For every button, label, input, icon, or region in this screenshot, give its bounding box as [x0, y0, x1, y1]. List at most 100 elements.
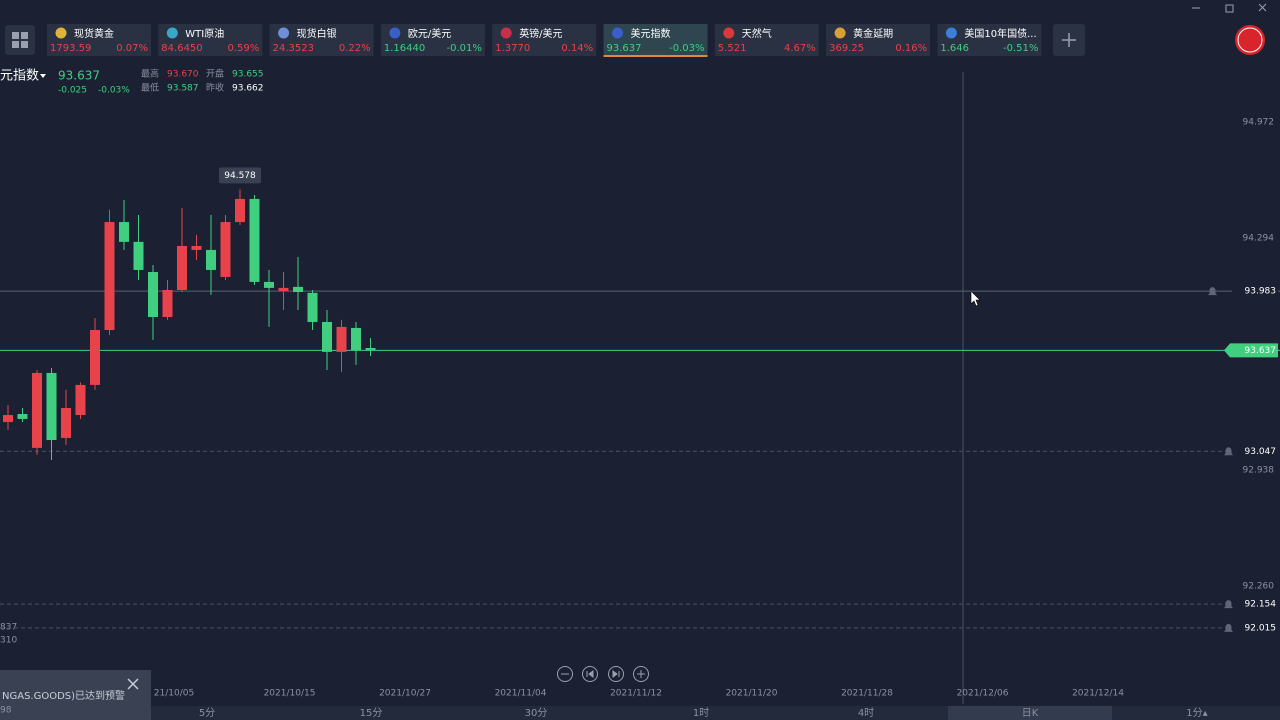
logo[interactable]	[1235, 25, 1265, 55]
ticker-change: 4.67%	[784, 43, 816, 54]
y-tick-label: 94.972	[1243, 117, 1275, 127]
candle-body	[162, 289, 173, 317]
window-controls[interactable]	[1192, 3, 1267, 13]
zoom-in-icon	[637, 670, 645, 678]
alert-bell	[1208, 287, 1217, 296]
candle-body	[61, 408, 71, 438]
candle-body	[75, 384, 86, 416]
ticker-icon	[723, 27, 735, 39]
timeframe-tab[interactable]: 日K	[1022, 708, 1039, 719]
x-tick-label: 21/10/05	[154, 689, 194, 699]
ticker-name: 现货白银	[297, 27, 337, 40]
alert-bell	[1224, 623, 1233, 632]
go-start[interactable]	[582, 666, 598, 682]
stat-label: 最低	[141, 82, 159, 94]
go-end-icon	[612, 670, 620, 678]
ticker-name: 现货黄金	[74, 27, 114, 40]
notification-text: NGAS.GOODS)已达到预警	[2, 689, 125, 702]
timeframe-tab[interactable]: 30分	[525, 707, 548, 719]
ticker-change: -0.03%	[669, 43, 704, 54]
x-tick-label: 2021/11/28	[841, 689, 893, 699]
ticker-price: 1.3770	[495, 43, 530, 54]
timeframe-tab[interactable]: 1分▴	[1186, 707, 1207, 719]
logo-ring	[1237, 27, 1263, 53]
high-tooltip	[219, 167, 261, 184]
zoom-in[interactable]	[633, 666, 649, 682]
candle-body	[293, 286, 303, 293]
candle-body	[322, 321, 332, 352]
left-axis-fragment: 310	[0, 636, 17, 646]
timeframe-tab[interactable]: 4时	[858, 707, 874, 719]
ticker-active-underline	[603, 55, 708, 57]
candle-body	[46, 372, 57, 441]
stat-label: 开盘	[206, 68, 224, 80]
candle-body	[351, 327, 361, 351]
candle-body	[191, 245, 202, 250]
high-tooltip-label: 94.578	[224, 171, 256, 181]
ticker-change: 0.16%	[895, 43, 927, 54]
notification-close[interactable]	[127, 678, 139, 690]
price-tag	[1232, 284, 1278, 299]
ticker-change: 0.59%	[228, 43, 260, 54]
stat-value: 93.670	[167, 70, 199, 80]
go-start-icon	[586, 670, 594, 678]
price-line-label: 93.637	[1245, 346, 1277, 356]
candle-body	[307, 292, 318, 322]
price-tag	[1232, 444, 1278, 459]
y-tick-label: 92.938	[1243, 465, 1275, 475]
price-tag	[1232, 597, 1278, 612]
ticker-price: 5.521	[718, 43, 747, 54]
ticker-name: 美元指数	[631, 27, 671, 40]
price-tag	[1232, 620, 1278, 635]
ticker-price: 84.6450	[161, 43, 202, 54]
timeframe-tab[interactable]: 5分	[199, 707, 215, 719]
candle-body	[206, 249, 216, 270]
symbol-title[interactable]: 元指数	[0, 69, 39, 84]
x-tick-label: 2021/11/20	[726, 689, 778, 699]
apps-button[interactable]	[5, 25, 35, 55]
candle-body	[235, 198, 245, 223]
candle-body	[177, 245, 187, 290]
x-tick-label: 2021/12/06	[957, 689, 1009, 699]
ticker-icon	[945, 27, 957, 39]
candle-body	[104, 222, 115, 330]
stat-value: 93.587	[167, 84, 199, 94]
symbol-change: -0.025	[58, 86, 87, 96]
candle-body	[133, 241, 144, 270]
cursor	[970, 290, 981, 307]
candle-body	[336, 326, 347, 352]
candle-body	[148, 271, 158, 317]
symbol-dropdown[interactable]	[40, 74, 46, 78]
price-line-label: 93.047	[1245, 447, 1277, 457]
alert-bell	[1224, 447, 1233, 456]
price-line-label: 93.983	[1245, 287, 1277, 297]
ticker-price: 93.637	[607, 43, 642, 54]
zoom-out[interactable]	[557, 666, 573, 682]
ticker-icon	[834, 27, 846, 39]
go-end[interactable]	[608, 666, 624, 682]
ticker-price: 1.16440	[384, 43, 425, 54]
ticker-icon	[389, 27, 401, 39]
timeframe-tab[interactable]: 1时	[693, 707, 709, 719]
candle-body	[220, 222, 231, 277]
symbol-change-pct: -0.03%	[98, 86, 130, 96]
x-tick-label: 2021/11/04	[495, 689, 547, 699]
ticker-price: 1793.59	[50, 43, 91, 54]
stat-value: 93.662	[232, 84, 264, 94]
candle-body	[17, 414, 28, 419]
zoom-controls	[557, 666, 649, 682]
ticker-change: 0.22%	[339, 43, 371, 54]
timeframe-tab[interactable]: 15分	[360, 707, 383, 719]
y-tick-label: 92.260	[1243, 581, 1275, 591]
notification-sub: 98	[0, 706, 12, 716]
timeframe-active	[948, 706, 1112, 720]
candle-body	[365, 347, 376, 351]
candle-body	[264, 281, 274, 288]
apps-icon	[12, 32, 28, 48]
candle-body	[278, 287, 289, 291]
candle-body	[3, 415, 13, 423]
y-tick-label: 94.294	[1243, 233, 1275, 243]
ticker-price: 24.3523	[273, 43, 314, 54]
candle-body	[90, 330, 100, 385]
